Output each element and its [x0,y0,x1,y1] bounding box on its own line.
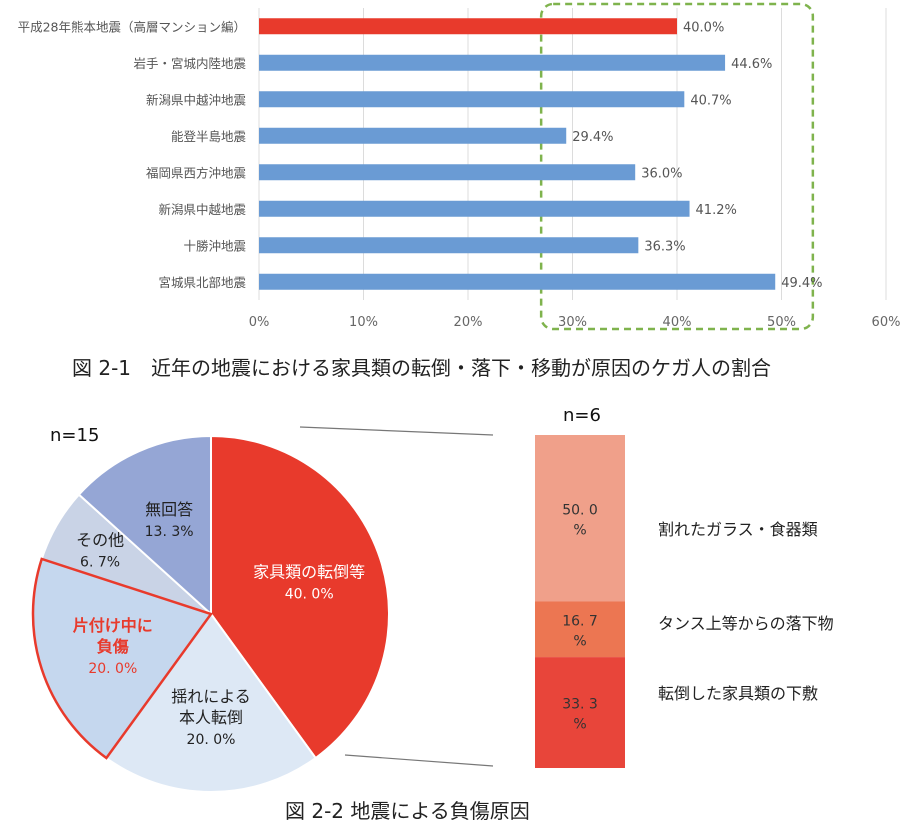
stack-segment [535,435,625,602]
pie-slice [104,612,318,793]
value-label: 36.0% [641,166,682,181]
slice-value-label: 6. 7% [80,554,120,570]
bar [259,237,639,254]
x-tick-label: 50% [767,315,796,330]
value-label: 40.7% [690,93,731,108]
slice-label: 無回答 [145,500,193,519]
bar [259,91,685,108]
category-label: 福岡県西方沖地震 [146,165,247,180]
value-label: 44.6% [731,57,772,72]
slice-value-label: 40. 0% [285,587,334,603]
value-label: 41.2% [696,203,737,218]
slice-label: 揺れによる [171,687,251,706]
highlight-box [539,2,815,331]
stack-segment [535,601,625,658]
stack-legend-glass: 割れたガラス・食器類 [658,520,818,539]
stack-legend-crushed: 転倒した家具類の下敷 [658,684,819,703]
stack-n-label: n=6 [563,405,601,426]
pie-slice [210,434,390,760]
pie-n-label: n=15 [50,425,100,446]
stack-segment [535,657,625,768]
stack-value-label: % [573,522,586,538]
x-tick-label: 30% [558,315,587,330]
slice-label: 負傷 [97,637,129,656]
bar [259,54,726,71]
x-tick-label: 10% [349,315,378,330]
x-tick-label: 60% [872,315,901,330]
category-label: 岩手・宮城内陸地震 [133,56,246,71]
value-label: 29.4% [572,130,613,145]
pie-slice [77,434,212,617]
bar [259,200,690,217]
connector-line-top [299,426,494,436]
bar [259,127,567,144]
slice-label: 本人転倒 [179,708,243,727]
slice-value-label: 20. 0% [88,661,137,677]
slice-value-label: 20. 0% [187,732,236,748]
bar [259,273,776,290]
category-label: 能登半島地震 [171,129,247,144]
connector-line-bottom [344,754,494,767]
slice-label: 片付け中に [73,616,153,635]
slice-highlight-outline [31,557,214,760]
category-label: 新潟県中越沖地震 [146,92,247,107]
figure-2-1-caption: 図 2-1 近年の地震における家具類の転倒・落下・移動が原因のケガ人の割合 [72,356,772,380]
x-tick-label: 20% [454,315,483,330]
category-label: 平成28年熊本地震（高層マンション編） [18,19,246,34]
stack-value-label: 16. 7 [562,613,598,629]
value-label: 40.0% [683,20,724,35]
bar [259,18,677,35]
category-label: 十勝沖地震 [183,238,246,253]
category-label: 宮城県北部地震 [158,275,246,290]
bar-chart: 0% 10% 20% 30% 40% 50% 60% 平成28年熊本地震（高層マンション編） 4… [18,2,901,331]
stack-value-label: % [573,717,586,733]
slice-value-label: 13. 3% [145,524,194,540]
figure-2-2-caption: 図 2-2 地震による負傷原因 [285,799,530,823]
stack-value-label: 50. 0 [562,502,598,518]
stack-value-label: 33. 3 [562,697,598,713]
slice-label: その他 [76,530,124,549]
value-label: 49.4% [781,276,822,291]
slice-label: 家具類の転倒等 [253,563,365,582]
category-label: 新潟県中越地震 [158,202,246,217]
stack-legend-falling: タンス上等からの落下物 [658,614,834,633]
value-label: 36.3% [644,239,685,254]
bar [259,164,636,181]
x-tick-label: 40% [663,315,692,330]
stack-value-label: % [573,633,586,649]
x-tick-label: 0% [249,315,270,330]
